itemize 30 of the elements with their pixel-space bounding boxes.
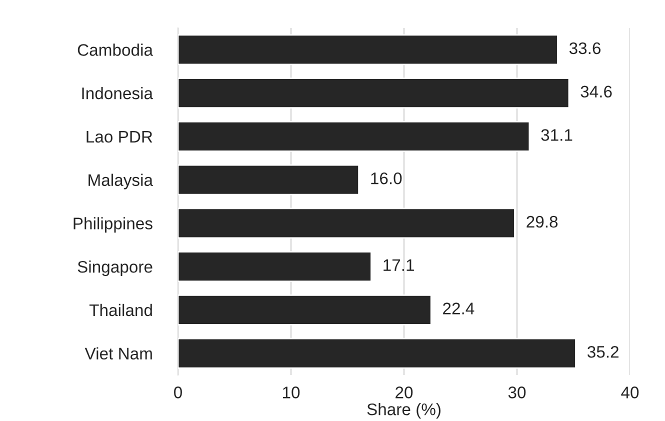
bar — [178, 338, 576, 369]
x-tick-label: 20 — [396, 386, 413, 398]
y-tick-label: Thailand — [89, 304, 152, 316]
data-label: 35.2 — [588, 346, 618, 358]
bar — [178, 208, 516, 239]
bar — [178, 34, 558, 66]
bar — [178, 78, 570, 109]
data-label: 33.6 — [569, 42, 600, 54]
data-label: 34.6 — [580, 86, 612, 98]
y-tick-label: Indonesia — [82, 87, 154, 100]
bar — [178, 164, 360, 196]
y-tick-label: Malaysia — [88, 174, 153, 190]
bar — [178, 120, 530, 152]
x-tick-label: 30 — [508, 386, 526, 398]
y-tick-label: Philippines — [74, 217, 152, 233]
x-tick-label: 10 — [283, 386, 300, 398]
y-tick-label: Cambodia — [78, 44, 154, 56]
data-label: 17.1 — [384, 259, 414, 271]
data-label: 29.8 — [526, 216, 558, 228]
x-axis-title: Share (%) — [367, 403, 440, 419]
bar — [178, 251, 372, 282]
x-tick-label: 0 — [174, 386, 182, 398]
data-label: 31.1 — [541, 129, 572, 141]
data-label: 16.0 — [371, 172, 402, 184]
data-label: 22.4 — [443, 302, 474, 314]
x-tick-label: 40 — [621, 386, 639, 398]
y-tick-label: Viet Nam — [84, 347, 152, 360]
bar — [178, 294, 432, 326]
y-tick-label: Lao PDR — [86, 131, 152, 143]
y-tick-label: Singapore — [78, 260, 152, 276]
